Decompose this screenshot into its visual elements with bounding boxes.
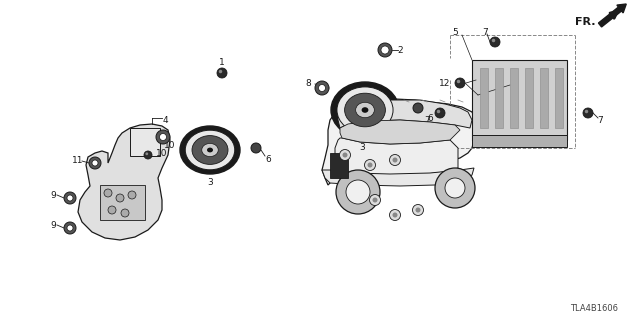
Text: 6: 6 (427, 114, 433, 123)
Ellipse shape (356, 102, 374, 118)
Circle shape (490, 37, 500, 47)
Circle shape (217, 68, 227, 78)
Polygon shape (322, 99, 476, 185)
Polygon shape (78, 124, 170, 240)
Bar (510, 68, 518, 128)
Text: 11: 11 (72, 156, 84, 164)
Polygon shape (338, 100, 472, 128)
Ellipse shape (192, 136, 228, 164)
Circle shape (365, 159, 376, 171)
Circle shape (415, 207, 420, 212)
Text: 6: 6 (265, 155, 271, 164)
Ellipse shape (344, 93, 385, 127)
Ellipse shape (207, 148, 213, 152)
Circle shape (116, 194, 124, 202)
Circle shape (367, 163, 372, 167)
Circle shape (372, 197, 378, 203)
Bar (480, 68, 488, 128)
Circle shape (121, 209, 129, 217)
Circle shape (92, 160, 98, 166)
Circle shape (369, 195, 381, 205)
Bar (130, 128, 160, 156)
Text: 1: 1 (219, 58, 225, 67)
Circle shape (67, 195, 73, 201)
Text: 2: 2 (397, 45, 403, 54)
Circle shape (378, 43, 392, 57)
Ellipse shape (185, 130, 235, 170)
Circle shape (585, 110, 588, 113)
Ellipse shape (331, 82, 399, 138)
Circle shape (346, 180, 370, 204)
Circle shape (64, 192, 76, 204)
Circle shape (128, 191, 136, 199)
Circle shape (156, 130, 170, 144)
Circle shape (390, 210, 401, 220)
Ellipse shape (202, 143, 218, 156)
Circle shape (583, 108, 593, 118)
Polygon shape (322, 168, 474, 186)
Bar (540, 68, 548, 128)
Bar (472, 135, 567, 147)
FancyArrow shape (598, 4, 627, 27)
Text: TLA4B1606: TLA4B1606 (570, 304, 618, 313)
Circle shape (413, 204, 424, 215)
Text: 8: 8 (145, 129, 151, 138)
Circle shape (89, 157, 101, 169)
Circle shape (342, 153, 348, 157)
Bar (330, 153, 348, 178)
Text: 10: 10 (164, 140, 176, 149)
Text: 4: 4 (162, 116, 168, 124)
Circle shape (104, 189, 112, 197)
Circle shape (455, 78, 465, 88)
Circle shape (64, 222, 76, 234)
Bar (100, 185, 145, 220)
Circle shape (436, 110, 440, 113)
Circle shape (67, 225, 73, 231)
Circle shape (381, 46, 389, 54)
Circle shape (144, 151, 152, 159)
Bar (495, 68, 503, 128)
Bar (525, 68, 533, 128)
Circle shape (413, 103, 423, 113)
Circle shape (315, 81, 329, 95)
Text: 8: 8 (305, 78, 311, 87)
Circle shape (390, 155, 401, 165)
Circle shape (339, 149, 351, 161)
Polygon shape (335, 138, 458, 176)
Text: 10: 10 (156, 148, 168, 157)
Circle shape (145, 152, 148, 155)
Text: 7: 7 (482, 28, 488, 36)
Text: 7: 7 (424, 116, 430, 124)
Circle shape (219, 70, 222, 73)
Text: 12: 12 (439, 78, 451, 87)
Circle shape (435, 168, 475, 208)
Circle shape (336, 170, 380, 214)
Text: FR.: FR. (575, 17, 595, 27)
Circle shape (435, 108, 445, 118)
Circle shape (492, 39, 495, 42)
Polygon shape (340, 120, 460, 144)
Bar (555, 68, 563, 128)
Circle shape (392, 157, 397, 163)
Circle shape (251, 143, 261, 153)
Ellipse shape (180, 126, 240, 174)
Circle shape (392, 212, 397, 218)
Text: 9: 9 (50, 190, 56, 199)
Text: 3: 3 (359, 142, 365, 151)
Circle shape (445, 178, 465, 198)
Circle shape (159, 133, 166, 140)
Bar (472, 60, 567, 140)
Ellipse shape (362, 107, 369, 113)
Circle shape (319, 84, 326, 92)
Ellipse shape (337, 87, 393, 133)
Text: 7: 7 (597, 116, 603, 124)
Text: 9: 9 (50, 220, 56, 229)
Circle shape (108, 206, 116, 214)
Text: 5: 5 (452, 28, 458, 36)
Text: 3: 3 (207, 178, 213, 187)
Circle shape (457, 80, 460, 83)
